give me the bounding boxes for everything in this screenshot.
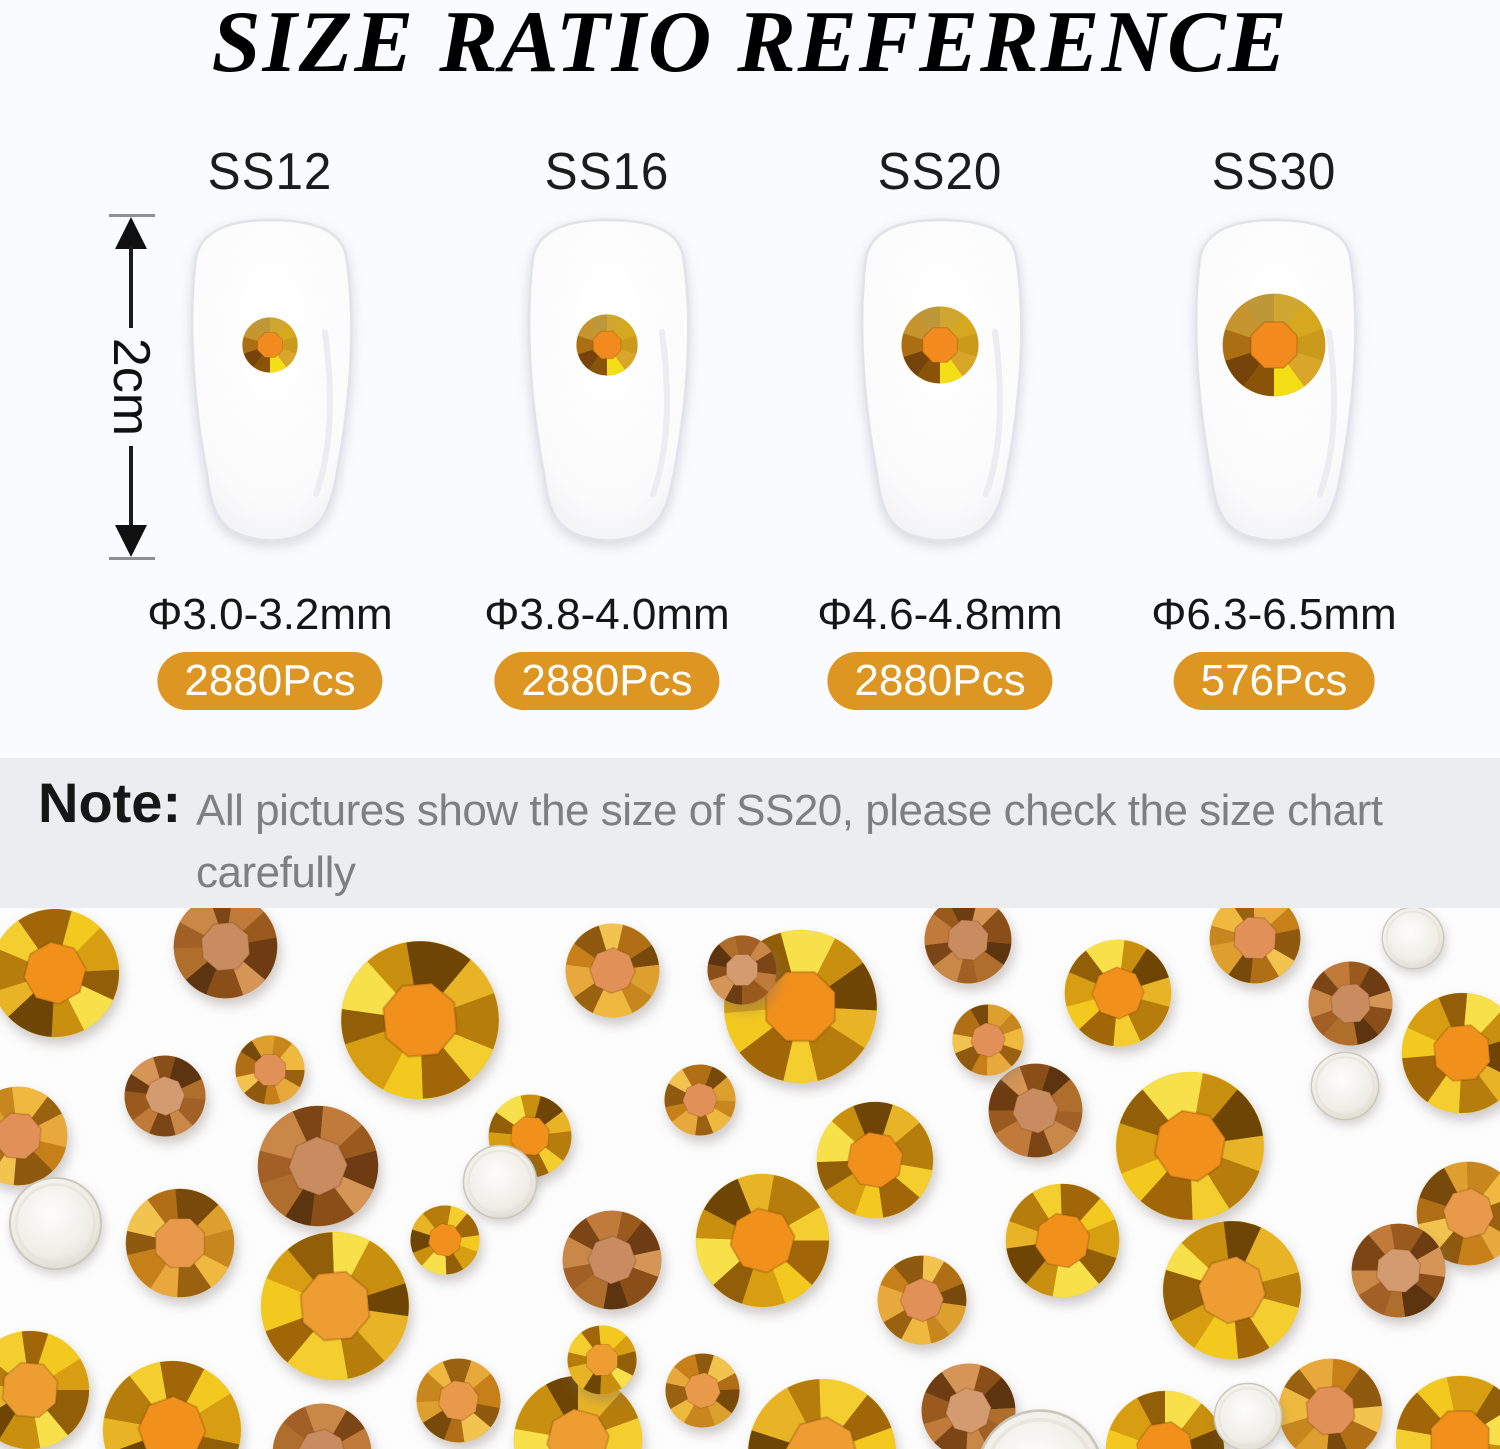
note-line-1: All pictures show the size of SS20, plea… bbox=[196, 786, 1383, 897]
rhinestone-gem bbox=[901, 306, 979, 384]
rhinestone-gem bbox=[173, 908, 278, 999]
diameter-label: Φ3.0-3.2mm bbox=[147, 590, 393, 639]
rhinestone-gem bbox=[707, 935, 777, 1005]
count-badge: 576Pcs bbox=[1173, 652, 1375, 710]
nail-tip bbox=[190, 218, 353, 542]
count-badge: 2880Pcs bbox=[494, 652, 720, 710]
count-badge: 2880Pcs bbox=[827, 652, 1053, 710]
arrow-down-icon bbox=[115, 525, 147, 557]
rhinestone-gem bbox=[565, 923, 660, 1018]
rhinestone-gem bbox=[272, 1403, 372, 1449]
rhinestone-flat-back bbox=[1310, 1051, 1380, 1121]
rhinestone-gem bbox=[664, 1352, 740, 1428]
size-label: SS20 bbox=[877, 143, 1003, 201]
rhinestone-flat-back bbox=[462, 1144, 538, 1220]
rhinestone-gem bbox=[235, 1035, 305, 1105]
rhinestone-gem bbox=[1209, 908, 1301, 984]
rhinestone-gem bbox=[513, 1375, 643, 1449]
column-ss20: SS20 Φ4.6-4.8mm 2880Pcs bbox=[772, 142, 1108, 742]
diameter-label: Φ4.6-4.8mm bbox=[817, 590, 1063, 639]
rhinestone-gem bbox=[1351, 1223, 1446, 1318]
rhinestone-gem bbox=[102, 1360, 242, 1449]
rhinestone-flat-back bbox=[8, 1176, 103, 1271]
rhinestone-gem bbox=[576, 314, 638, 376]
rhinestone-flat-back bbox=[1381, 908, 1445, 970]
column-ss30: SS30 Φ6.3-6.5mm 576Pcs bbox=[1106, 142, 1442, 742]
nail-tip bbox=[527, 218, 690, 542]
rhinestone-gem bbox=[695, 1173, 830, 1308]
rhinestone-gem bbox=[1005, 1183, 1120, 1298]
note-section: Note: All pictures show the size of SS20… bbox=[0, 758, 1500, 959]
rhinestone-gem bbox=[0, 908, 120, 1038]
size-label: SS30 bbox=[1211, 143, 1337, 201]
rhinestone-gem bbox=[1222, 293, 1326, 397]
rhinestone-gem bbox=[924, 908, 1012, 984]
rhinestone-gem bbox=[340, 940, 500, 1100]
nail-image bbox=[512, 214, 702, 552]
rhinestone-gem bbox=[416, 1358, 501, 1443]
rhinestone-gem bbox=[816, 1101, 934, 1219]
diameter-label: Φ6.3-6.5mm bbox=[1151, 590, 1397, 639]
size-ruler: 2cm bbox=[100, 214, 164, 560]
nail-image bbox=[1179, 214, 1369, 552]
rhinestone-gem bbox=[1395, 1375, 1500, 1449]
rhinestone-gem bbox=[410, 1205, 480, 1275]
rhinestone-gem bbox=[0, 1086, 68, 1186]
rhinestone-gem bbox=[257, 1105, 379, 1227]
rhinestone-gem bbox=[260, 1231, 410, 1381]
ruler-tick-bottom bbox=[109, 557, 155, 560]
ruler-line-top bbox=[129, 246, 133, 328]
arrow-up-icon bbox=[115, 217, 147, 249]
nail-image bbox=[845, 214, 1035, 552]
rhinestone-gem bbox=[242, 317, 298, 373]
rhinestone-gem bbox=[1115, 1071, 1265, 1221]
rhinestone-gem bbox=[1416, 1161, 1500, 1266]
rhinestone-gem bbox=[747, 1378, 897, 1449]
ruler-line-bottom bbox=[129, 446, 133, 528]
rhinestone-gem bbox=[1308, 961, 1393, 1046]
size-label: SS16 bbox=[544, 143, 670, 201]
rhinestone-flat-back bbox=[975, 1408, 1105, 1449]
rhinestone-gem bbox=[1105, 1390, 1225, 1449]
rhinestone-gem bbox=[1162, 1220, 1302, 1360]
diameter-label: Φ3.8-4.0mm bbox=[484, 590, 730, 639]
note-label: Note: bbox=[38, 771, 182, 834]
rhinestone-gem bbox=[1278, 1358, 1383, 1449]
page-title: SIZE RATIO REFERENCE bbox=[211, 0, 1289, 91]
rhinestone-gem bbox=[988, 1063, 1083, 1158]
nail-tip bbox=[860, 218, 1023, 542]
rhinestone-gem bbox=[0, 1330, 90, 1449]
column-ss12: SS12 Φ3.0-3.2mm 2880Pcs bbox=[102, 142, 438, 742]
rhinestone-flat-back bbox=[1213, 1382, 1283, 1449]
rhinestone-gem bbox=[664, 1064, 736, 1136]
product-photo bbox=[0, 908, 1500, 1449]
nail-image bbox=[175, 214, 365, 552]
size-label: SS12 bbox=[207, 143, 333, 201]
nail-tip bbox=[1194, 218, 1357, 542]
rhinestone-gem bbox=[567, 1325, 637, 1395]
rhinestone-gem bbox=[877, 1255, 967, 1345]
rhinestone-gem bbox=[952, 1004, 1024, 1076]
rhinestone-gem bbox=[125, 1188, 235, 1298]
rhinestone-gem bbox=[1064, 939, 1172, 1047]
rhinestone-gem bbox=[124, 1055, 206, 1137]
rhinestone-gem bbox=[1401, 992, 1500, 1114]
column-ss16: SS16 Φ3.8-4.0mm 2880Pcs bbox=[439, 142, 775, 742]
ruler-tick-top bbox=[109, 214, 155, 217]
count-badge: 2880Pcs bbox=[157, 652, 383, 710]
rhinestone-gem bbox=[562, 1210, 662, 1310]
